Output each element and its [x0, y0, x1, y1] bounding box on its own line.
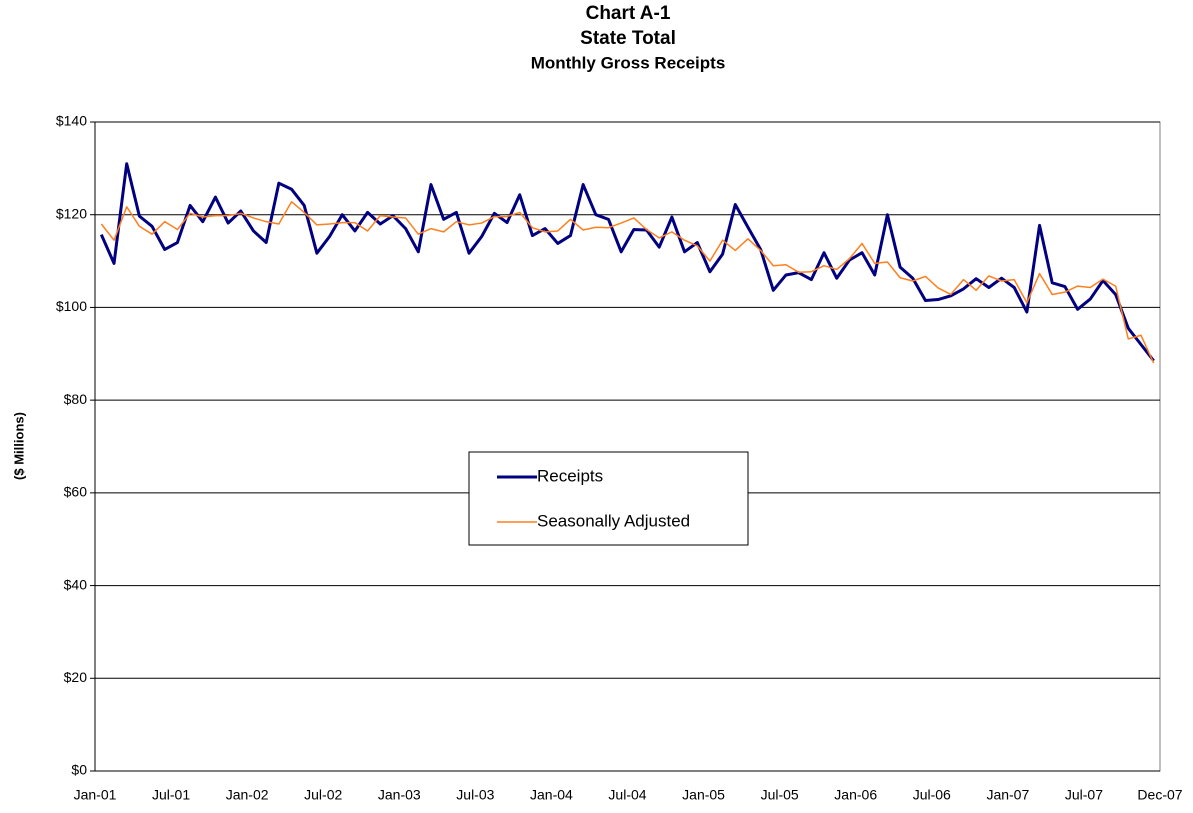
x-tick-label: Jul-01 [152, 787, 190, 803]
x-tick-label: Jul-06 [913, 787, 951, 803]
chart-title: Chart A-1 [586, 3, 671, 24]
x-tick-label: Jan-03 [378, 787, 421, 803]
chart-subtitle: Monthly Gross Receipts [531, 53, 726, 72]
y-tick-label: $0 [71, 762, 87, 778]
y-tick-label: $120 [56, 205, 87, 221]
line-series [99, 162, 1155, 362]
legend-label: Seasonally Adjusted [537, 511, 690, 530]
y-tick-label: $80 [64, 391, 88, 407]
x-tick-label: Jan-06 [834, 787, 877, 803]
y-tick-label: $60 [64, 484, 88, 500]
x-tick-label: Jul-05 [761, 787, 799, 803]
legend-label: Receipts [537, 466, 603, 485]
x-tick-label: Jul-04 [608, 787, 646, 803]
x-tick-label: Jan-01 [74, 787, 117, 803]
plot-area [94, 121, 1161, 772]
y-tick-label: $20 [64, 669, 88, 685]
x-tick-label: Jan-07 [986, 787, 1029, 803]
line-series [100, 200, 1155, 364]
x-tick-label: Jul-03 [456, 787, 494, 803]
x-tick-label: Jul-02 [304, 787, 342, 803]
x-tick-label: Jan-05 [682, 787, 725, 803]
x-tick-label: Jan-04 [530, 787, 573, 803]
y-tick-label: $140 [56, 113, 87, 129]
y-tick-label: $100 [56, 298, 87, 314]
y-axis-label: ($ Millions) [11, 412, 26, 480]
chart-title: State Total [580, 28, 676, 49]
y-tick-label: $40 [64, 576, 88, 592]
x-tick-label: Jul-07 [1065, 787, 1103, 803]
x-tick-label: Jan-02 [226, 787, 269, 803]
legend-box [468, 451, 749, 546]
x-tick-label: Dec-07 [1137, 787, 1182, 803]
